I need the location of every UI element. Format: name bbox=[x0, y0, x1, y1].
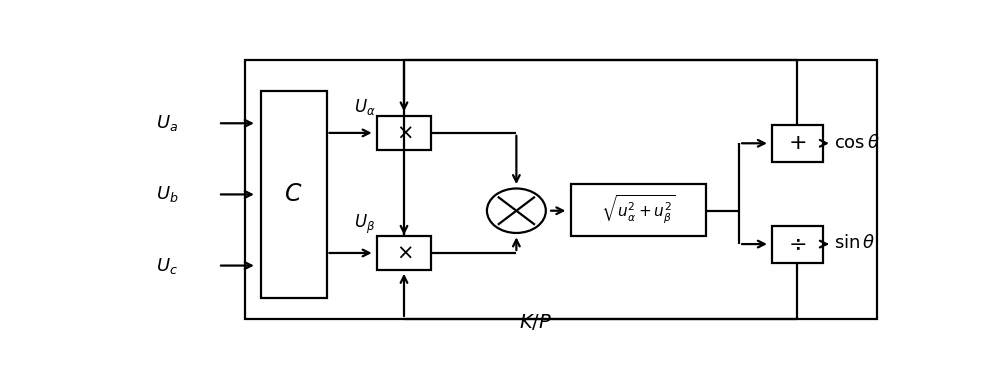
Text: $\cos\theta$: $\cos\theta$ bbox=[834, 134, 880, 152]
Text: $\sqrt{u_\alpha^2+u_\beta^2}$: $\sqrt{u_\alpha^2+u_\beta^2}$ bbox=[601, 194, 676, 226]
Text: $K/P$: $K/P$ bbox=[519, 312, 552, 332]
Text: $\times$: $\times$ bbox=[396, 123, 412, 143]
Text: $U_a$: $U_a$ bbox=[156, 113, 178, 133]
Text: $+$: $+$ bbox=[788, 133, 806, 153]
Bar bbox=[571, 184, 706, 236]
Bar bbox=[772, 226, 822, 263]
Text: $U_c$: $U_c$ bbox=[156, 256, 178, 276]
Text: $\times$: $\times$ bbox=[396, 243, 412, 263]
Text: $U_\beta$: $U_\beta$ bbox=[354, 213, 375, 236]
Bar bbox=[377, 236, 431, 270]
Text: $C$: $C$ bbox=[284, 182, 303, 206]
Text: $U_\alpha$: $U_\alpha$ bbox=[354, 97, 375, 117]
Text: $U_b$: $U_b$ bbox=[156, 184, 179, 204]
Text: $\sin\theta$: $\sin\theta$ bbox=[834, 234, 876, 252]
Bar bbox=[245, 60, 877, 319]
Bar bbox=[377, 116, 431, 150]
Bar bbox=[261, 91, 326, 298]
Bar bbox=[772, 125, 822, 162]
Text: $\div$: $\div$ bbox=[788, 234, 806, 254]
